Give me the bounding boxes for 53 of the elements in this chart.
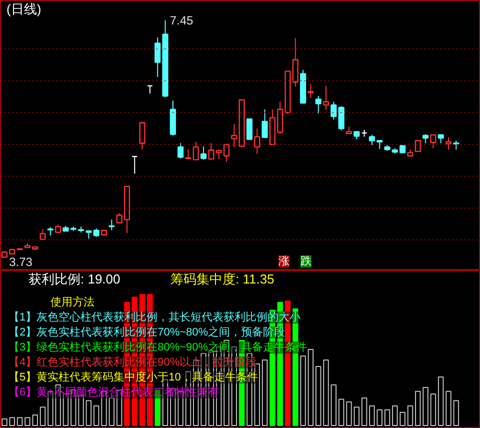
annotation: 【1】灰色空心柱代表获利比例，其长短代表获利比例的大小 [8, 310, 301, 324]
candlestick [308, 83, 314, 98]
candlestick [200, 146, 207, 160]
candlestick [430, 134, 436, 149]
candlestick [315, 96, 322, 114]
bar [361, 397, 368, 426]
annotation: 跌 [300, 256, 312, 268]
annotation: 【2】灰色实柱代表获利比例在70%~80%之间，预备阶段 [8, 326, 286, 338]
bar [16, 417, 23, 426]
bar [9, 417, 16, 426]
bar [453, 400, 460, 426]
candlestick [254, 128, 260, 154]
bar [108, 397, 115, 426]
chart-subtitle: 筹码集中度: 11.35 [170, 272, 274, 286]
bar [330, 384, 337, 426]
bar [323, 359, 329, 426]
bar [93, 405, 100, 426]
candlestick [231, 124, 238, 148]
bar [338, 398, 344, 426]
bar [438, 376, 444, 426]
bar [308, 349, 314, 426]
bar [315, 366, 322, 426]
annotation: 3.73 [9, 255, 33, 270]
bar [300, 356, 306, 426]
annotation: 使用方法 [50, 296, 94, 308]
bar [346, 401, 352, 426]
candlestick [246, 118, 253, 140]
bar [384, 409, 390, 426]
bar [86, 400, 92, 426]
bar [430, 394, 436, 426]
bar [446, 390, 452, 426]
candlestick [322, 85, 330, 111]
candlestick [338, 106, 344, 131]
bar [407, 405, 414, 426]
candlestick [208, 142, 214, 160]
annotation: 【5】黄实柱代表筹码集中度小于10，具备走牛条件 [8, 370, 258, 384]
annotation: 涨 [278, 256, 290, 268]
candlestick [132, 156, 138, 174]
bar [2, 418, 8, 426]
candlestick [330, 101, 337, 120]
candlestick [262, 108, 268, 138]
bar [354, 406, 360, 426]
candlestick [139, 122, 146, 150]
candlestick [40, 228, 46, 240]
annotation: 7.45 [170, 14, 194, 28]
chart-title: 获利比例: 19.00 [28, 272, 120, 286]
candlestick [146, 85, 153, 94]
annotation: 【6】黄+不同颜色混合柱代表二者特性兼有 [8, 386, 220, 398]
bar [40, 406, 46, 426]
bar [262, 359, 268, 426]
candlestick [178, 142, 184, 159]
chart-title: (日线) [6, 2, 42, 16]
candlestick [445, 136, 452, 150]
